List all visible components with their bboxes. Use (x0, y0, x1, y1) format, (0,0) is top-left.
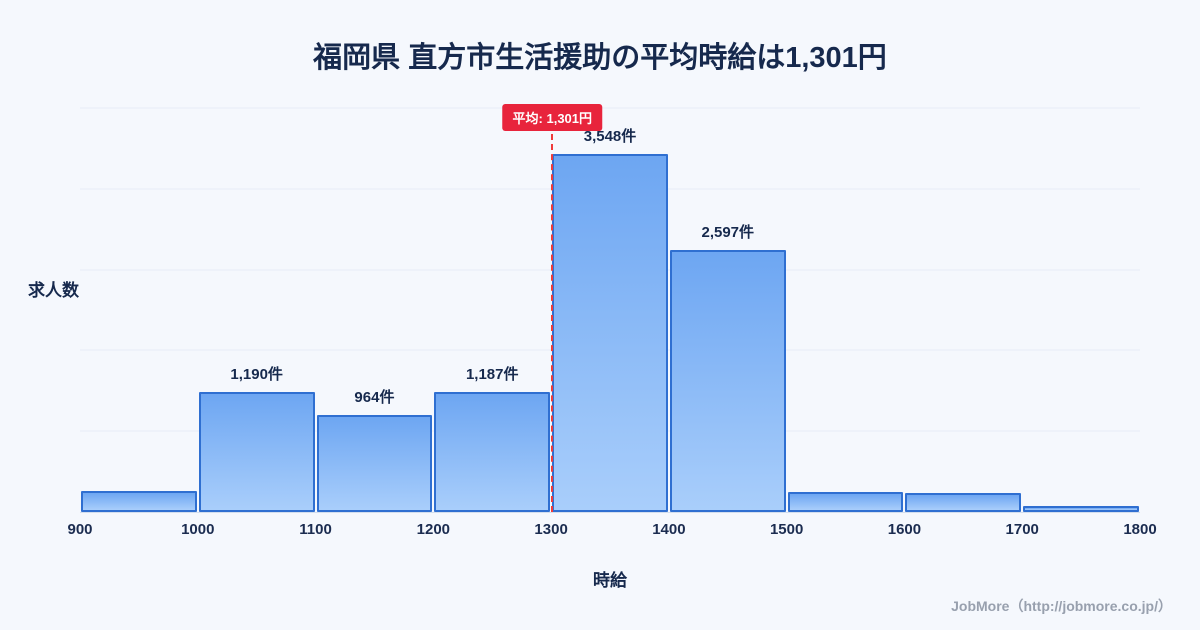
y-axis-label: 求人数 (28, 281, 79, 300)
x-tick-label: 1000 (181, 521, 215, 538)
x-tick-label: 1800 (1123, 521, 1157, 538)
gridline (80, 107, 1140, 109)
bar-value-label: 3,548件 (583, 127, 637, 145)
bar-value-label: 1,187件 (465, 366, 519, 384)
x-tick-label: 1600 (887, 521, 922, 538)
histogram-bar (552, 153, 668, 512)
x-axis-ticks: 900 1000 1100 1200 1300 1400 1500 1600 1700 1800 (67, 512, 1156, 544)
bar-value-label: 964件 (354, 388, 395, 406)
x-tick-label: 1100 (299, 521, 332, 538)
histogram-bar (669, 249, 786, 512)
average-line (551, 134, 554, 512)
histogram-bar (787, 491, 904, 512)
plot-area: 平均: 1,301円 900 1000 1100 1200 1300 1400 1500 16… (67, 104, 1157, 538)
x-axis-label: 時給 (593, 571, 627, 590)
bar-value-label: 2,597件 (701, 223, 755, 241)
histogram-bar (905, 492, 1022, 512)
histogram-bar (316, 414, 433, 512)
histogram-bar (81, 491, 197, 512)
x-tick-label: 1500 (769, 521, 804, 538)
average-badge: 平均: 1,301円 (502, 104, 603, 131)
histogram-bar (198, 391, 315, 512)
x-tick-label: 900 (67, 521, 93, 538)
x-tick-label: 1200 (416, 521, 451, 538)
footer-attribution: JobMore（http://jobmore.co.jp/） (951, 598, 1172, 614)
x-tick-label: 1700 (1005, 521, 1039, 538)
histogram-bar (1023, 506, 1139, 512)
x-tick-label: 1300 (534, 521, 568, 538)
x-tick-label: 1400 (652, 521, 686, 538)
histogram-bar (434, 392, 551, 512)
bar-value-label: 1,190件 (230, 365, 283, 383)
page-title: 福岡県 直方市生活援助の平均時給は1,301円 (313, 42, 887, 74)
